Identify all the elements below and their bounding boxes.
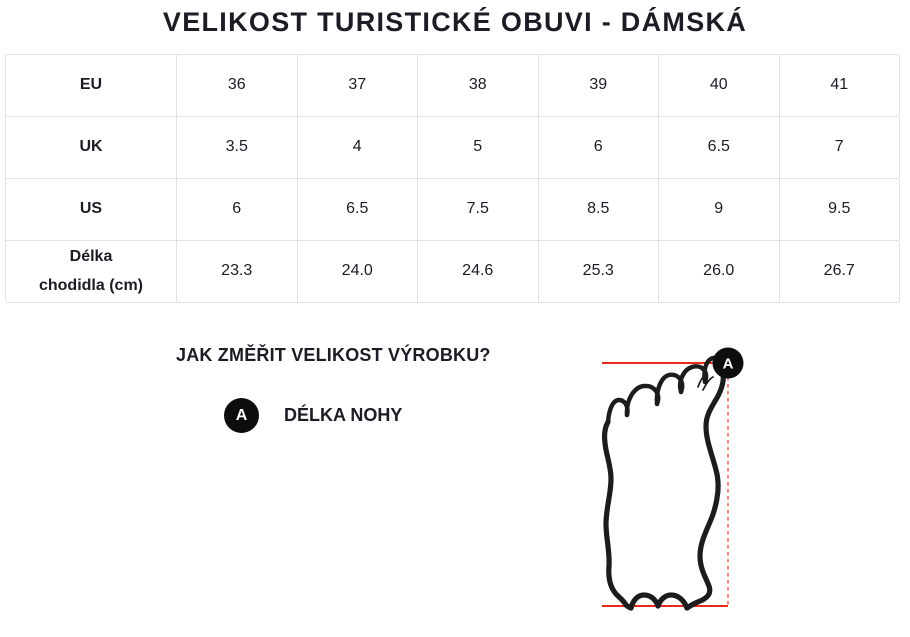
svg-text:A: A: [723, 356, 734, 373]
